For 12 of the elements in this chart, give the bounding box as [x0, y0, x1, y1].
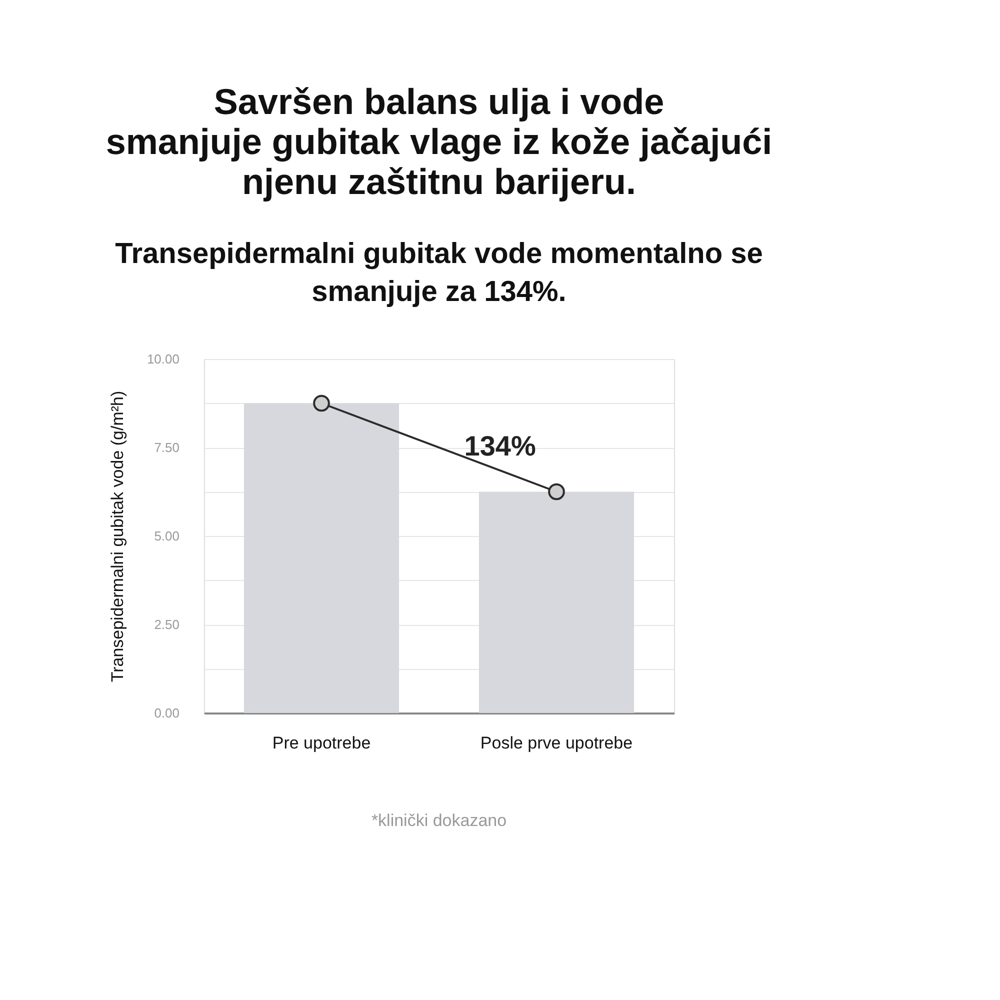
y-tick-label: 7.50	[154, 440, 180, 455]
y-tick-label: 5.00	[154, 528, 180, 544]
annotation: 134%	[464, 430, 536, 462]
y-axis-title: Transepidermalni gubitak vode (g/m²h)	[108, 390, 127, 682]
y-tick-label: 0.00	[154, 706, 180, 720]
chart-subtitle: Transepidermalni gubitak vode momentalno se smanjuje za 134%.	[115, 238, 763, 308]
x-tick-label: Pre upotrebe	[272, 734, 371, 752]
x-tick-label: Posle prve upotrebe	[480, 734, 633, 752]
text: *klinički dokazano	[371, 811, 507, 830]
y-tick-label: 10.00	[146, 352, 180, 366]
y-tick-label: 2.50	[154, 617, 180, 632]
chart-title: Savršen balans ulja i vode smanjuje gubitak vlage iz kože jačajući njenu zaštitnu barijeru.	[106, 81, 772, 202]
